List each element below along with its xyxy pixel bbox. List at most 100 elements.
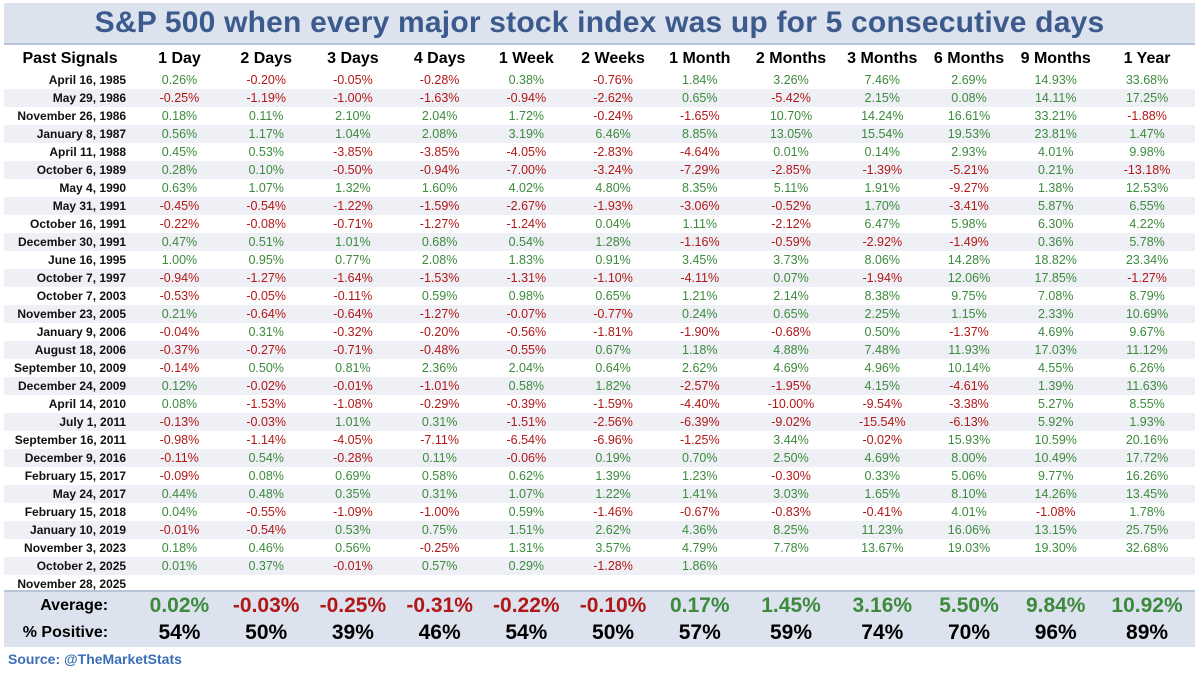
return-cell: 2.69% [951,73,987,87]
return-cell: -1.00% [419,505,460,519]
return-cell: -0.39% [506,397,547,411]
return-cell: 25.75% [1099,521,1195,539]
return-cell: -5.21% [925,161,1013,179]
return-cell: -9.27% [949,181,989,195]
return-cell: 4.69% [838,449,926,467]
return-cell: 2.62% [682,361,718,375]
return-cell: 9.77% [1037,469,1074,483]
return-cell: 1.47% [1099,125,1195,143]
return-cell: -1.27% [1099,269,1195,287]
return-cell: 4.79% [682,541,718,555]
return-cell: -4.40% [679,397,720,411]
return-cell: 16.61% [947,109,991,123]
return-cell: 0.18% [161,541,198,555]
table-row: November 28, 2025 [4,575,1195,593]
return-cell: 1.65% [838,485,926,503]
return-cell: 11.63% [1099,377,1195,395]
return-cell: -1.25% [679,433,720,447]
return-cell: 0.62% [508,469,545,483]
return-cell: 4.36% [656,521,744,539]
return-cell: 4.80% [595,181,631,195]
average-value: 1.45% [761,593,821,617]
return-cell: -1.28% [569,557,657,575]
header-row: Past Signals 1 Day 2 Days 3 Days 4 Days 1 We… [4,47,1195,71]
return-cell: 7.78% [773,541,809,555]
return-cell: 0.26% [161,73,198,87]
return-cell: 10.14% [947,361,991,375]
return-cell: 7.08% [1037,289,1074,303]
return-cell: -0.67% [679,505,720,519]
table-row: September 10, 2009 -0.14% 0.50% 0.81% 2.36% 2… [4,359,1195,377]
return-cell: -3.85% [419,145,460,159]
return-cell: 2.36% [421,361,458,375]
signal-date: May 31, 1991 [4,197,137,215]
return-cell: -0.76% [593,73,633,87]
return-cell: 4.69% [773,361,809,375]
return-cell: 0.07% [743,269,839,287]
table-row: June 16, 1995 1.00% 0.95% 0.77% 2.08% 1.83% 0.… [4,251,1195,269]
return-cell: 0.31% [248,325,284,339]
return-cell: 2.14% [773,289,809,303]
return-cell: -0.20% [246,73,286,87]
return-cell: 14.28% [947,253,991,267]
return-cell: 10.59% [1034,433,1077,447]
column-header: 2 Months [755,50,827,67]
return-cell: 17.85% [1012,269,1100,287]
return-cell: 23.34% [1125,253,1169,267]
return-cell: 0.53% [309,521,397,539]
return-cell: 0.95% [248,253,284,267]
return-cell: -0.13% [136,413,223,431]
return-cell: -1.27% [419,217,460,231]
return-cell: 4.55% [1037,361,1074,375]
return-cell: 1.86% [656,557,744,575]
return-cell: 8.85% [656,125,744,143]
return-cell: 5.92% [1012,413,1100,431]
return-cell: -1.49% [925,233,1013,251]
return-cell: 0.24% [656,305,744,323]
return-cell: 13.15% [1012,521,1100,539]
column-header: 1 Day [158,50,201,67]
return-cell: -1.27% [222,269,310,287]
return-cell: -0.28% [419,73,460,87]
return-cell: 1.01% [309,233,397,251]
return-cell: 6.55% [1099,197,1195,215]
return-cell: 10.49% [1012,449,1100,467]
return-cell: -0.22% [159,217,200,231]
return-cell: 0.70% [656,449,744,467]
return-cell: 0.59% [508,505,545,519]
return-cell: -0.32% [333,325,373,339]
positive-value: 50% [592,620,635,644]
return-cell: -7.29% [656,161,744,179]
return-cell: -0.83% [771,505,811,519]
return-cell: -1.24% [506,217,547,231]
column-header: 2 Weeks [581,50,645,67]
returns-table: Past Signals 1 Day 2 Days 3 Days 4 Days 1 We… [4,47,1195,593]
positive-value: 57% [678,620,721,644]
positive-value: 46% [418,620,461,644]
return-cell: 17.25% [1099,89,1195,107]
return-cell: -0.30% [771,469,811,483]
return-cell: 4.01% [1037,145,1074,159]
average-label: Average: [40,596,109,614]
return-cell: 3.73% [773,253,809,267]
signal-date: December 24, 2009 [4,377,137,395]
return-cell: -0.48% [396,341,483,359]
table-row: October 2, 2025 0.01% 0.37% -0.01% 0.57% 0.29… [4,557,1195,575]
return-cell: -0.28% [309,449,397,467]
return-cell: -2.83% [593,145,633,159]
positive-label: % Positive: [22,623,109,641]
average-row: Average: 0.02% -0.03% -0.25% -0.31% -0.22% -0… [4,592,1195,619]
return-cell: 8.06% [864,253,900,267]
return-cell: -5.42% [743,89,839,107]
return-cell: 1.78% [1129,505,1165,519]
table-row: October 7, 1997 -0.94% -1.27% -1.64% -1.53% -… [4,269,1195,287]
return-cell: -1.09% [333,505,373,519]
table-row: August 18, 2006 -0.37% -0.27% -0.71% -0.48% -… [4,341,1195,359]
return-cell: 2.08% [396,125,483,143]
return-cell: 1.82% [569,377,657,395]
return-cell: -9.02% [743,413,839,431]
chart-title: S&P 500 when every major stock index was… [94,6,1105,39]
return-cell: -0.55% [246,505,286,519]
return-cell: -0.98% [159,433,200,447]
return-cell: -0.02% [862,433,903,447]
